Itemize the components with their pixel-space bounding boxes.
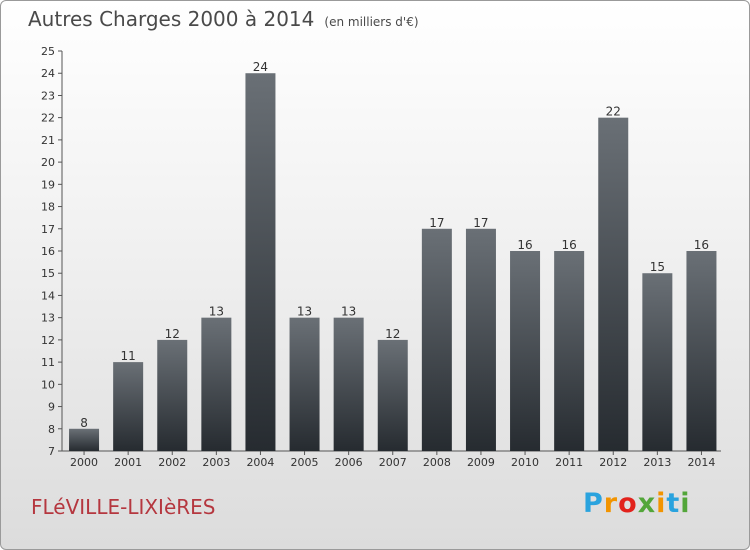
y-tick-label-10: 10 <box>41 378 55 391</box>
bar-2005 <box>289 317 320 451</box>
x-tick-label-2007: 2007 <box>379 456 407 469</box>
bar-2009 <box>465 228 496 451</box>
y-tick-label-11: 11 <box>41 356 55 369</box>
y-tick-label-18: 18 <box>41 201 55 214</box>
bar-value-label-2013: 15 <box>650 260 665 274</box>
logo-letter: r <box>603 488 619 519</box>
x-tick-label-2006: 2006 <box>335 456 363 469</box>
y-tick-label-8: 8 <box>48 423 55 436</box>
x-tick-label-2011: 2011 <box>555 456 583 469</box>
bar-2010 <box>510 251 541 451</box>
x-tick-label-2005: 2005 <box>291 456 319 469</box>
bar-value-label-2011: 16 <box>562 238 577 252</box>
city-name: FLéVILLE-LIXIèRES <box>31 495 216 519</box>
bar-value-label-2006: 13 <box>341 305 356 319</box>
bar-value-label-2001: 11 <box>121 349 136 363</box>
bar-2002 <box>157 339 188 451</box>
x-tick-label-2002: 2002 <box>158 456 186 469</box>
y-tick-label-14: 14 <box>41 289 55 302</box>
y-tick-label-24: 24 <box>41 67 55 80</box>
y-tick-label-12: 12 <box>41 334 55 347</box>
bar-2004 <box>245 73 276 451</box>
y-tick-label-9: 9 <box>48 401 55 414</box>
bar-2000 <box>69 428 100 451</box>
bar-2013 <box>642 273 673 451</box>
bar-value-label-2002: 12 <box>165 327 180 341</box>
bar-value-label-2005: 13 <box>297 305 312 319</box>
bar-2012 <box>598 117 629 452</box>
bar-value-label-2008: 17 <box>429 216 444 230</box>
x-tick-label-2013: 2013 <box>643 456 671 469</box>
y-tick-label-17: 17 <box>41 223 55 236</box>
y-tick-label-21: 21 <box>41 134 55 147</box>
bar-value-label-2007: 12 <box>385 327 400 341</box>
x-tick-label-2004: 2004 <box>246 456 274 469</box>
logo-letter: x <box>637 488 657 519</box>
bar-value-label-2000: 8 <box>80 416 88 430</box>
chart-title: Autres Charges 2000 à 2014 (en milliers d… <box>28 7 419 31</box>
x-tick-label-2012: 2012 <box>599 456 627 469</box>
bar-2006 <box>333 317 364 451</box>
logo-letter: i <box>656 488 667 519</box>
bar-2003 <box>201 317 232 451</box>
bar-value-label-2009: 17 <box>473 216 488 230</box>
x-tick-label-2009: 2009 <box>467 456 495 469</box>
bar-value-label-2010: 16 <box>517 238 532 252</box>
y-axis-ticks: 7 8 9 10 11 12 13 14 15 16 17 18 19 20 21 22 23 24 25 <box>41 45 62 458</box>
x-tick-label-2000: 2000 <box>70 456 98 469</box>
proxiti-logo[interactable]: Proxiti <box>583 488 691 519</box>
chart-title-text: Autres Charges 2000 à 2014 <box>28 7 315 31</box>
bar-value-label-2012: 22 <box>606 105 621 119</box>
y-tick-label-23: 23 <box>41 89 55 102</box>
y-tick-label-7: 7 <box>48 445 55 458</box>
bar-value-label-2003: 13 <box>209 305 224 319</box>
y-tick-label-22: 22 <box>41 112 55 125</box>
logo-letter: t <box>666 488 681 519</box>
y-tick-label-19: 19 <box>41 178 55 191</box>
x-tick-label-2001: 2001 <box>114 456 142 469</box>
logo-letter: i <box>680 488 691 519</box>
y-tick-label-13: 13 <box>41 312 55 325</box>
x-tick-label-2010: 2010 <box>511 456 539 469</box>
y-tick-label-25: 25 <box>41 45 55 58</box>
bars: 8 11 12 13 24 13 13 12 17 17 16 16 22 15 16 <box>69 60 717 452</box>
y-tick-label-20: 20 <box>41 156 55 169</box>
bar-2001 <box>113 362 144 451</box>
logo-letter: o <box>618 488 638 519</box>
bar-value-label-2014: 16 <box>694 238 709 252</box>
chart-unit: (en milliers d'€) <box>324 15 419 29</box>
x-axis-ticks: 2000 2001 2002 2003 2004 2005 2006 2007 2008 2009… <box>70 451 715 469</box>
bar-2014 <box>686 251 717 451</box>
y-tick-label-15: 15 <box>41 267 55 280</box>
y-tick-label-16: 16 <box>41 245 55 258</box>
logo-letter: P <box>583 488 604 519</box>
x-tick-label-2003: 2003 <box>202 456 230 469</box>
bar-2008 <box>421 228 452 451</box>
x-tick-label-2014: 2014 <box>687 456 715 469</box>
bar-value-label-2004: 24 <box>253 60 268 74</box>
bar-2007 <box>377 339 408 451</box>
bar-2011 <box>554 251 585 451</box>
x-tick-label-2008: 2008 <box>423 456 451 469</box>
